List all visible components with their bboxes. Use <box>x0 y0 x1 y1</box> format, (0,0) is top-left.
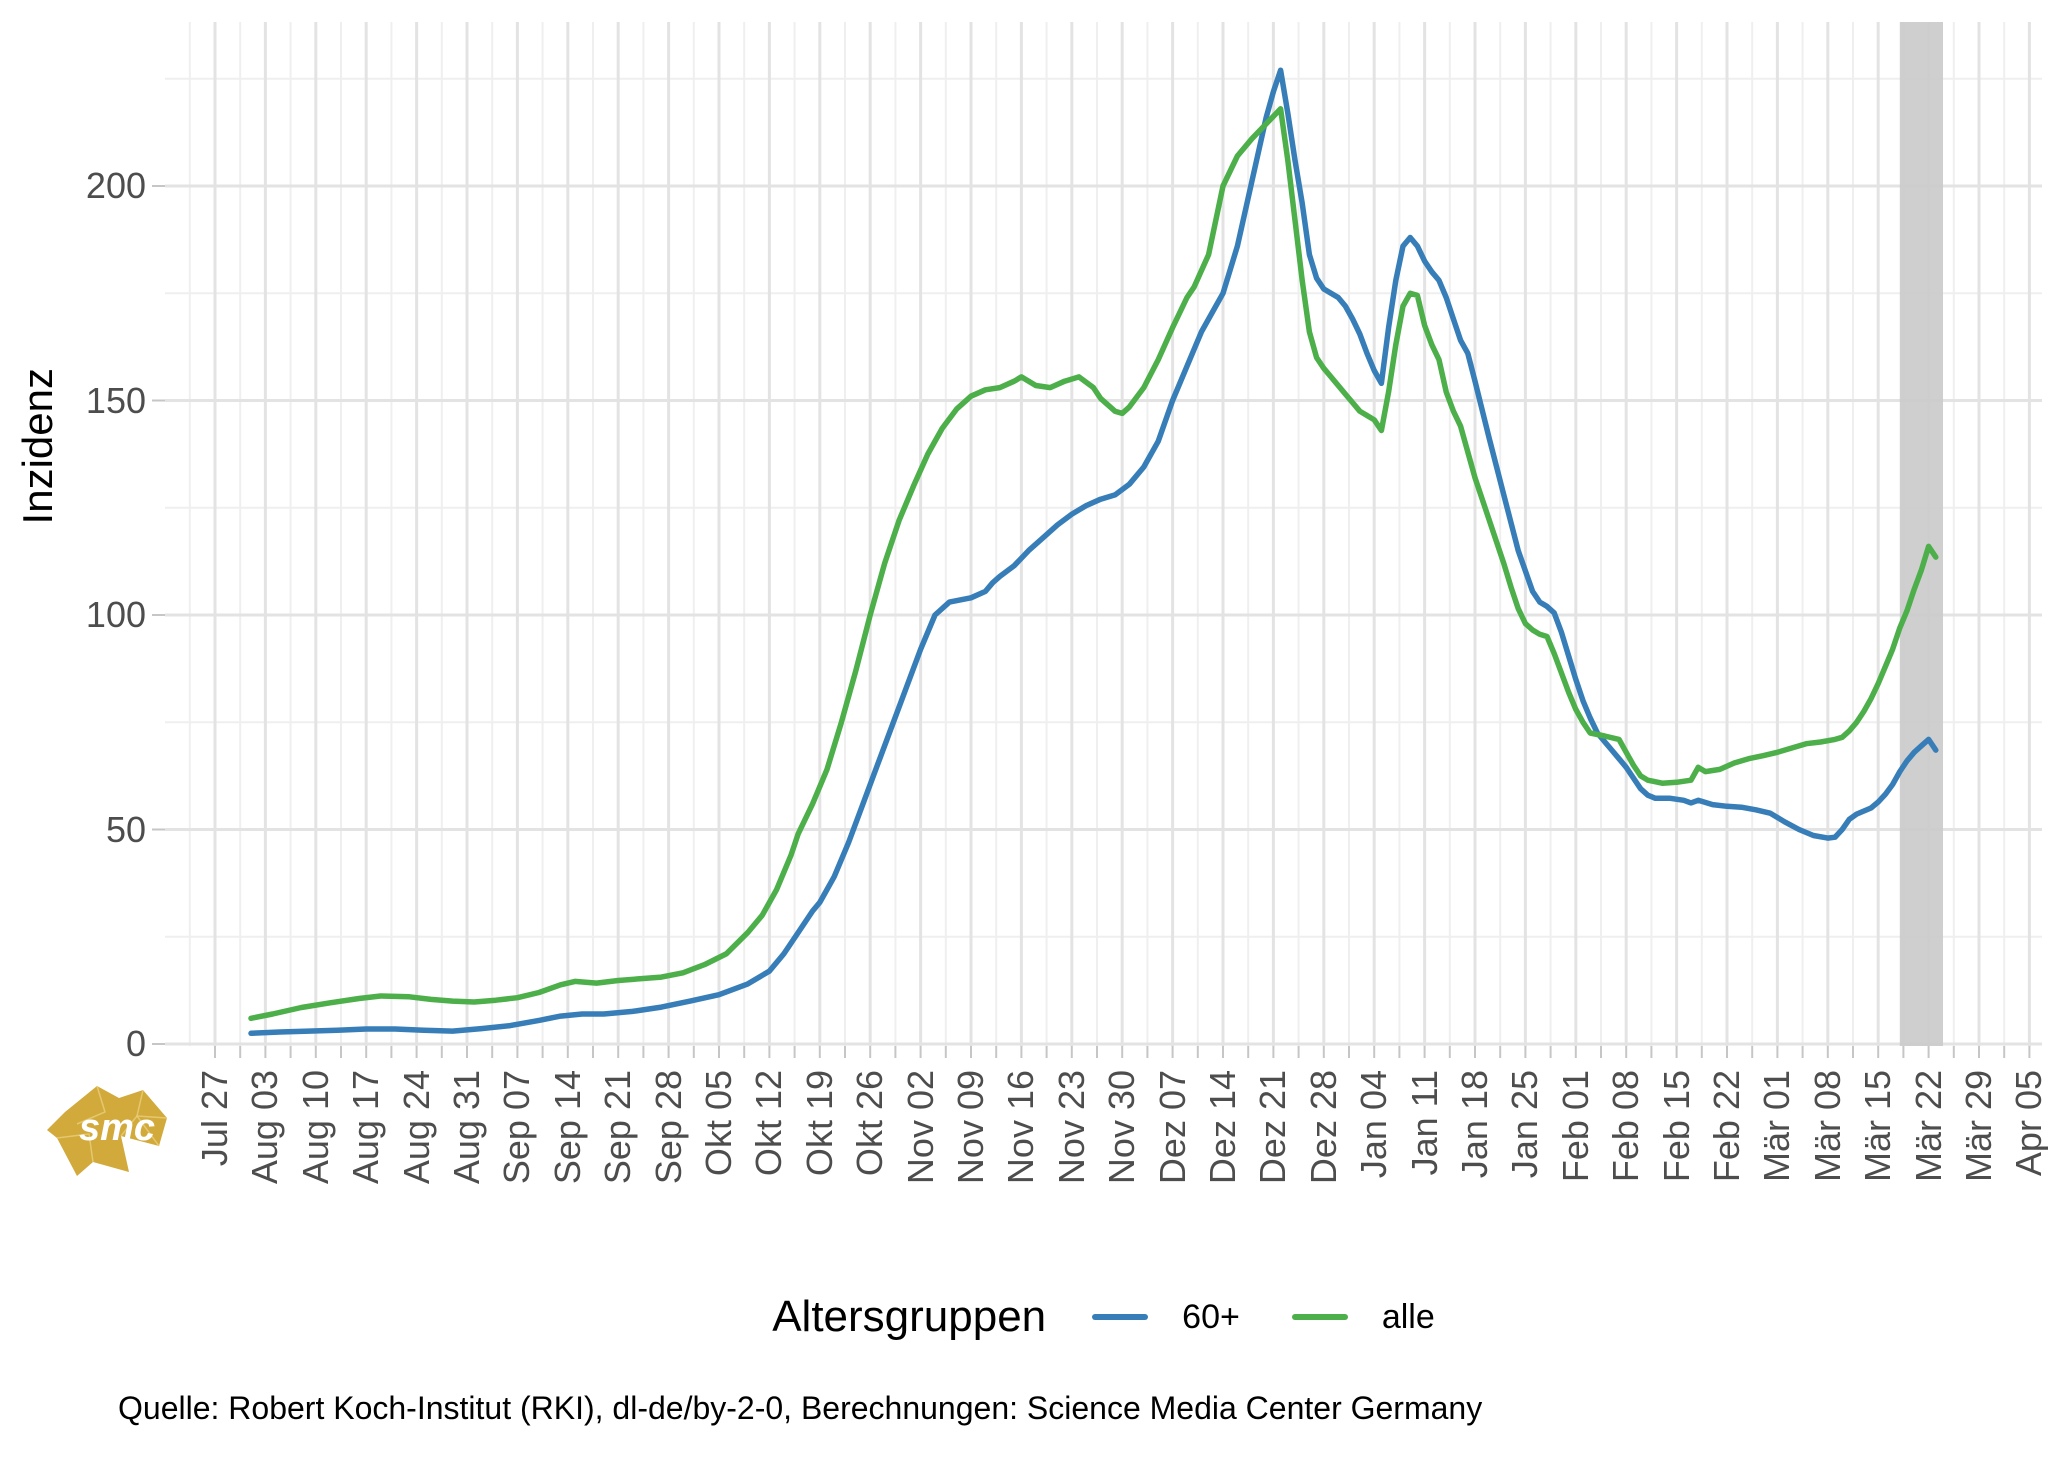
x-tick-label: Dez 28 <box>1302 1070 1344 1185</box>
x-tick-label: Nov 02 <box>899 1070 941 1185</box>
highlight-band <box>1899 22 1943 1046</box>
x-tick-label: Nov 16 <box>1000 1070 1042 1185</box>
x-tick-label: Jan 18 <box>1454 1070 1495 1179</box>
x-tick-label: Jan 04 <box>1353 1070 1395 1179</box>
y-tick-label: 100 <box>85 594 146 635</box>
x-tick-label: Mär 08 <box>1806 1070 1848 1183</box>
legend-key-line-alle <box>1291 1314 1348 1320</box>
y-tick-label: 150 <box>85 379 146 421</box>
x-tick-label: Aug 17 <box>345 1070 387 1185</box>
x-tick-label: Sep 14 <box>546 1070 588 1185</box>
x-tick-label: Jan 25 <box>1504 1070 1546 1179</box>
source-caption: Quelle: Robert Koch-Institut (RKI), dl-d… <box>118 1390 1483 1426</box>
smc-logo: smc <box>47 1085 168 1176</box>
x-tick-label: Feb 08 <box>1605 1070 1647 1183</box>
x-tick-label: Mär 22 <box>1907 1070 1949 1183</box>
y-tick-label: 50 <box>105 808 146 850</box>
x-tick-label: Dez 21 <box>1252 1070 1294 1185</box>
legend-items: 60+ alle <box>1092 1298 1435 1337</box>
x-tick-label: Aug 24 <box>395 1070 437 1185</box>
x-tick-label: Okt 05 <box>698 1070 739 1177</box>
x-tick-label: Jul 27 <box>194 1070 235 1167</box>
legend-label: alle <box>1381 1297 1435 1336</box>
x-tick-label: Nov 30 <box>1101 1070 1143 1185</box>
smc-logo-text: smc <box>79 1107 155 1149</box>
x-tick-label: Dez 14 <box>1202 1070 1243 1185</box>
x-tick-label: Dez 07 <box>1151 1070 1193 1185</box>
x-tick-label: Feb 15 <box>1655 1070 1697 1183</box>
legend: Altersgruppen 60+ alle <box>165 1292 2042 1342</box>
x-tick-label: Sep 21 <box>597 1070 639 1185</box>
legend-item-alle: alle <box>1291 1297 1435 1337</box>
x-tick-label: Okt 12 <box>748 1070 790 1177</box>
legend-key-line-60plus <box>1092 1314 1149 1320</box>
x-tick-label: Aug 10 <box>294 1070 336 1185</box>
x-tick-label: Feb 01 <box>1554 1070 1596 1183</box>
y-tick-label: 0 <box>125 1023 146 1064</box>
x-tick-label: Mär 01 <box>1756 1070 1798 1183</box>
x-tick-label: Jan 11 <box>1403 1070 1445 1176</box>
x-tick-label: Mär 15 <box>1857 1070 1899 1183</box>
x-tick-label: Nov 09 <box>950 1070 991 1185</box>
x-tick-label: Sep 07 <box>496 1070 538 1185</box>
x-tick-label: Sep 28 <box>647 1070 689 1185</box>
x-tick-label: Nov 23 <box>1050 1070 1092 1185</box>
legend-item-60plus: 60+ <box>1092 1298 1240 1337</box>
x-tick-label: Okt 19 <box>798 1070 840 1177</box>
legend-title: Altersgruppen <box>772 1292 1047 1341</box>
legend-label: 60+ <box>1182 1297 1240 1336</box>
x-tick-label: Okt 26 <box>849 1070 891 1177</box>
y-tick-label: 200 <box>85 165 146 206</box>
x-tick-label: Aug 31 <box>446 1070 487 1185</box>
x-tick-label: Aug 03 <box>244 1070 286 1185</box>
x-tick-label: Feb 22 <box>1706 1070 1747 1183</box>
x-tick-label: Apr 05 <box>2008 1070 2048 1177</box>
series-line-alle <box>248 106 1939 1022</box>
series-line-60plus <box>248 67 1939 1037</box>
x-tick-label: Mär 29 <box>1958 1070 1999 1183</box>
smc-logo-shape <box>47 1086 167 1176</box>
